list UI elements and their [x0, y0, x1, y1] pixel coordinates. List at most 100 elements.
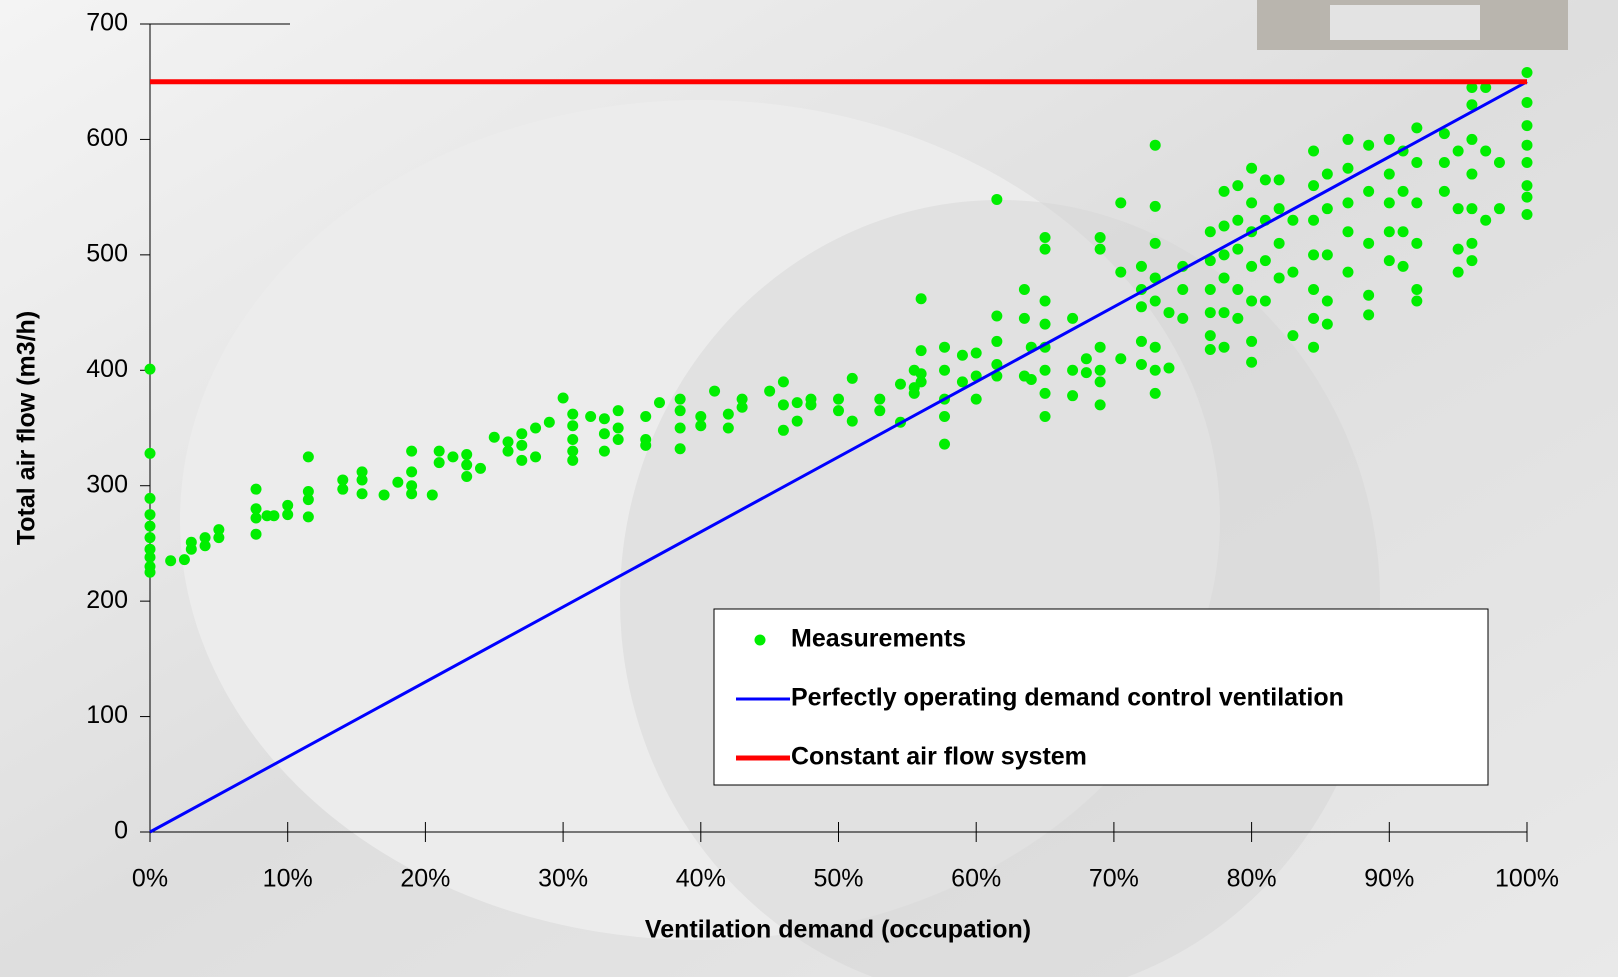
- data-point: [1246, 295, 1258, 307]
- data-point: [213, 532, 225, 544]
- data-point: [1452, 203, 1464, 215]
- data-point: [557, 392, 569, 404]
- data-point: [213, 524, 225, 536]
- data-point: [939, 341, 951, 353]
- data-point: [1177, 312, 1189, 324]
- data-point: [1308, 312, 1320, 324]
- data-point: [1039, 364, 1051, 376]
- data-point: [956, 376, 968, 388]
- data-point: [447, 451, 459, 463]
- data-point: [1383, 168, 1395, 180]
- data-point: [1080, 367, 1092, 379]
- data-point: [392, 476, 404, 488]
- data-point: [1466, 168, 1478, 180]
- data-point: [1067, 364, 1079, 376]
- data-point: [502, 445, 514, 457]
- data-point: [1149, 364, 1161, 376]
- data-point: [1452, 145, 1464, 157]
- data-point: [426, 489, 438, 501]
- data-point: [1149, 200, 1161, 212]
- data-point: [1135, 301, 1147, 313]
- data-point: [736, 401, 748, 413]
- data-point: [250, 528, 262, 540]
- data-point: [165, 555, 177, 567]
- data-point: [144, 447, 156, 459]
- data-point: [805, 399, 817, 411]
- data-point: [612, 422, 624, 434]
- data-point: [337, 483, 349, 495]
- data-point: [144, 543, 156, 555]
- data-point: [1080, 353, 1092, 365]
- data-point: [674, 422, 686, 434]
- data-point: [1466, 81, 1478, 93]
- data-point: [736, 393, 748, 405]
- data-point: [433, 445, 445, 457]
- data-point: [406, 466, 418, 478]
- y-tick-label: 200: [86, 586, 128, 614]
- data-point: [991, 359, 1003, 371]
- data-point: [516, 454, 528, 466]
- data-point: [1321, 318, 1333, 330]
- data-point: [1308, 249, 1320, 261]
- data-point: [939, 438, 951, 450]
- y-tick-label: 300: [86, 470, 128, 498]
- data-point: [567, 454, 579, 466]
- data-point: [144, 532, 156, 544]
- data-point: [1232, 312, 1244, 324]
- data-point: [1025, 374, 1037, 386]
- data-point: [1466, 255, 1478, 267]
- data-point: [1039, 232, 1051, 244]
- x-tick-label: 20%: [400, 865, 450, 893]
- data-point: [302, 511, 314, 523]
- y-tick-label: 0: [114, 817, 128, 845]
- data-point: [1493, 203, 1505, 215]
- data-point: [567, 434, 579, 446]
- data-point: [474, 462, 486, 474]
- data-point: [915, 293, 927, 305]
- data-point: [1232, 283, 1244, 295]
- data-point: [1308, 283, 1320, 295]
- y-tick-label: 700: [86, 9, 128, 37]
- data-point: [378, 489, 390, 501]
- data-point: [1521, 157, 1533, 169]
- data-point: [1466, 203, 1478, 215]
- y-tick-label: 500: [86, 239, 128, 267]
- data-point: [1342, 197, 1354, 209]
- data-point: [356, 474, 368, 486]
- data-point: [567, 420, 579, 432]
- data-point: [1067, 390, 1079, 402]
- x-tick-label: 70%: [1089, 865, 1139, 893]
- x-tick-label: 80%: [1227, 865, 1277, 893]
- data-point: [695, 420, 707, 432]
- x-tick-label: 100%: [1495, 865, 1559, 893]
- data-point: [1149, 272, 1161, 284]
- data-point: [915, 368, 927, 380]
- data-point: [1342, 226, 1354, 238]
- data-point: [1287, 214, 1299, 226]
- y-tick-label: 400: [86, 355, 128, 383]
- data-point: [777, 424, 789, 436]
- data-point: [178, 554, 190, 566]
- data-point: [722, 422, 734, 434]
- data-point: [1480, 145, 1492, 157]
- data-point: [185, 536, 197, 548]
- data-point: [488, 431, 500, 443]
- data-point: [1397, 226, 1409, 238]
- data-point: [1452, 266, 1464, 278]
- data-point: [1321, 168, 1333, 180]
- data-point: [433, 457, 445, 469]
- data-point: [1204, 255, 1216, 267]
- data-point: [1218, 272, 1230, 284]
- data-point: [356, 488, 368, 500]
- data-point: [144, 551, 156, 563]
- data-point: [1259, 295, 1271, 307]
- data-point: [874, 405, 886, 417]
- data-point: [282, 499, 294, 511]
- data-point: [1363, 139, 1375, 151]
- data-point: [1411, 283, 1423, 295]
- data-point: [144, 363, 156, 375]
- data-point: [1383, 255, 1395, 267]
- data-point: [915, 345, 927, 357]
